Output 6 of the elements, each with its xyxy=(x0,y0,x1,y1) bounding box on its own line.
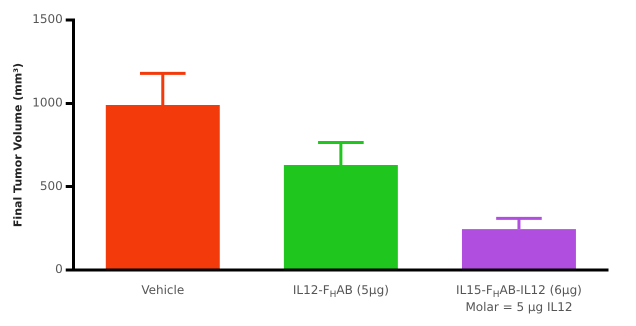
y-tick-label: 1000 xyxy=(32,95,63,110)
y-tick-label: 0 xyxy=(55,262,63,276)
y-tick-label: 1500 xyxy=(32,12,63,26)
y-tick-label: 500 xyxy=(40,178,63,193)
y-axis-title: Final Tumor Volume (mm³) xyxy=(11,62,24,228)
x-tick-label: Vehicle xyxy=(141,283,184,297)
